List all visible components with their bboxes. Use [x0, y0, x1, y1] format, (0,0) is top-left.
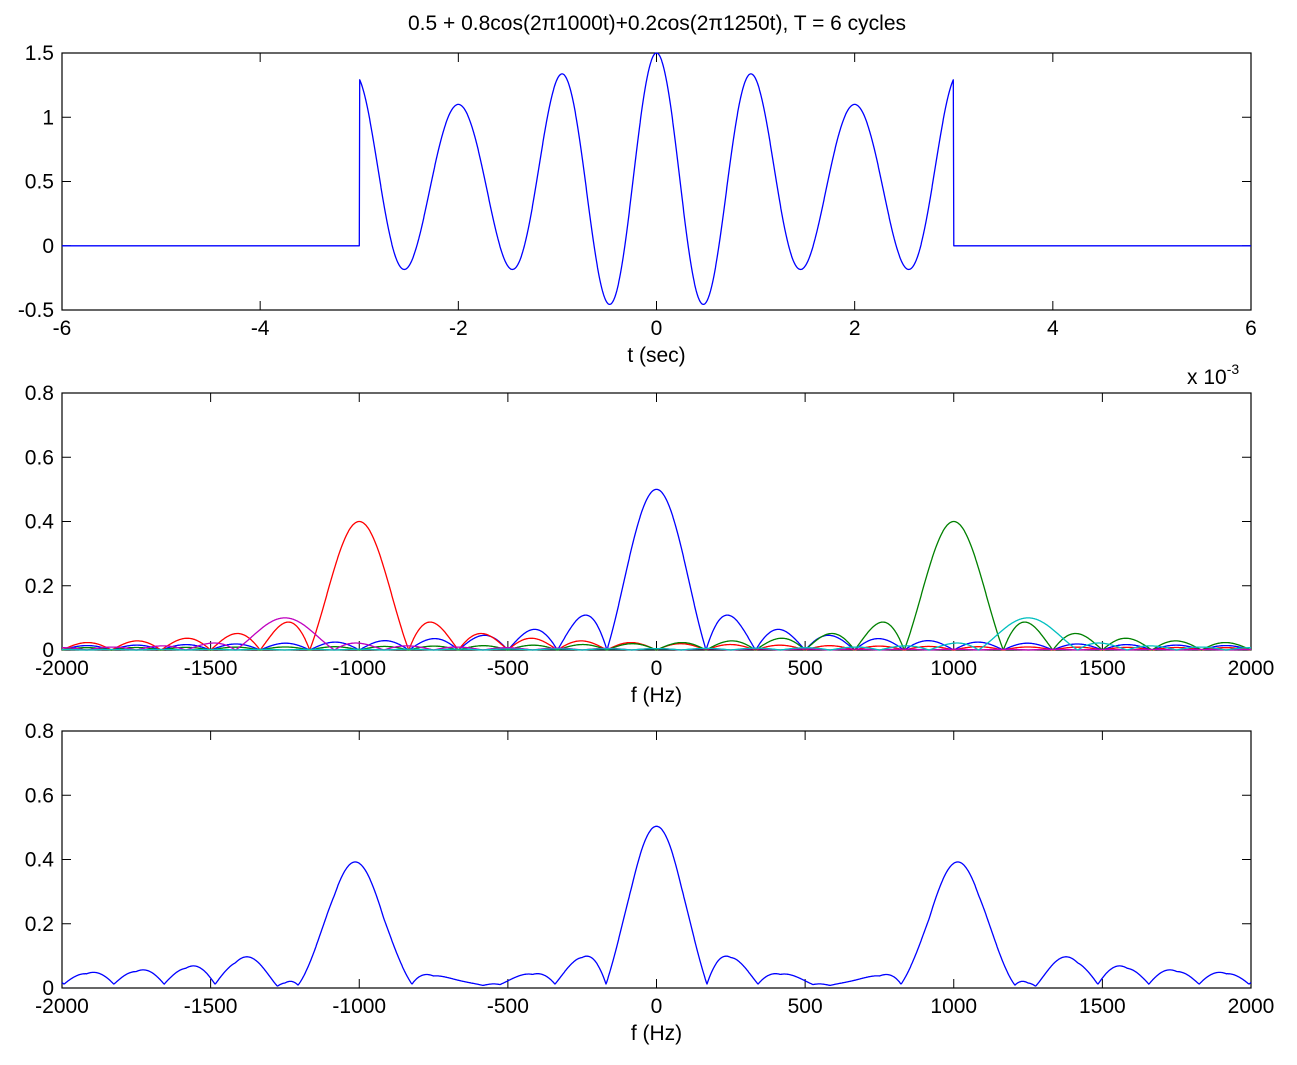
- x-tick-label: 500: [788, 657, 823, 680]
- x-tick-label: -500: [487, 657, 529, 680]
- y-tick-label: 0: [42, 235, 54, 258]
- x-tick-label: 6: [1245, 317, 1257, 340]
- y-tick-label: 0.8: [25, 720, 54, 743]
- x-tick-label: -500: [487, 995, 529, 1018]
- x-tick-label: 1500: [1079, 995, 1126, 1018]
- x-tick-label: 0: [651, 995, 663, 1018]
- x-tick-label: 2000: [1228, 657, 1275, 680]
- x-tick-label: 0: [651, 657, 663, 680]
- x-axis-label: t (sec): [627, 344, 685, 367]
- x-tick-label: -6: [53, 317, 72, 340]
- y-tick-label: 0.2: [25, 575, 54, 598]
- x-tick-label: -2000: [35, 657, 89, 680]
- plot-frame: [61, 730, 1252, 989]
- x-tick-label: 1000: [930, 995, 977, 1018]
- plot-frame: [61, 52, 1252, 311]
- y-tick-label: 0.6: [25, 784, 54, 807]
- x-tick-label: 1000: [930, 657, 977, 680]
- y-tick-label: 0.6: [25, 446, 54, 469]
- scale-exponent: -3: [1227, 361, 1240, 377]
- x-axis-label: f (Hz): [631, 1022, 682, 1045]
- y-tick-label: 0.2: [25, 913, 54, 936]
- x-tick-label: 4: [1047, 317, 1059, 340]
- plot-frame: [61, 392, 1252, 651]
- x-tick-label: 1500: [1079, 657, 1126, 680]
- x-tick-label: 2: [849, 317, 861, 340]
- x-tick-label: -2: [449, 317, 468, 340]
- x-tick-label: 2000: [1228, 995, 1275, 1018]
- x-tick-label: 0: [651, 317, 663, 340]
- total-spectrum-chart: -2000 -1500 -1000 -500 0 500 1000 1500 2000 0 0.2 0…: [25, 720, 1275, 1045]
- y-tick-label: -0.5: [18, 299, 54, 322]
- x-tick-label: -2000: [35, 995, 89, 1018]
- y-tick-label: 0: [42, 639, 54, 662]
- y-tick-label: 1.5: [25, 42, 54, 65]
- figure-title: 0.5 + 0.8cos(2π1000t)+0.2cos(2π1250t), T…: [408, 12, 906, 35]
- y-tick-label: 0.4: [25, 849, 55, 872]
- x-tick-label: -1000: [332, 995, 386, 1018]
- y-tick-label: 1: [42, 106, 54, 129]
- scale-multiplier: x 10-3: [1187, 361, 1239, 389]
- x-axis-label: f (Hz): [631, 684, 682, 707]
- y-tick-label: 0: [42, 977, 54, 1000]
- y-tick-label: 0.4: [25, 511, 55, 534]
- component-spectra-chart: -2000 -1500 -1000 -500 0 500 1000 1500 2000 0 0.2 0…: [25, 361, 1275, 707]
- sum-spectrum-line: [61, 825, 1252, 987]
- y-tick-label: 0.8: [25, 382, 54, 405]
- x-tick-label: 500: [788, 995, 823, 1018]
- signal-line: [61, 52, 1252, 306]
- x-tick-label: -1500: [184, 657, 238, 680]
- x-tick-label: -4: [251, 317, 270, 340]
- x-tick-label: -1500: [184, 995, 238, 1018]
- time-domain-chart: -6 -4 -2 0 2 4 6 -0.5 0 0.5 1 1.5 t (sec): [18, 42, 1257, 367]
- x-tick-label: -1000: [332, 657, 386, 680]
- component-line-4: [61, 617, 1252, 651]
- y-tick-label: 0.5: [25, 171, 54, 194]
